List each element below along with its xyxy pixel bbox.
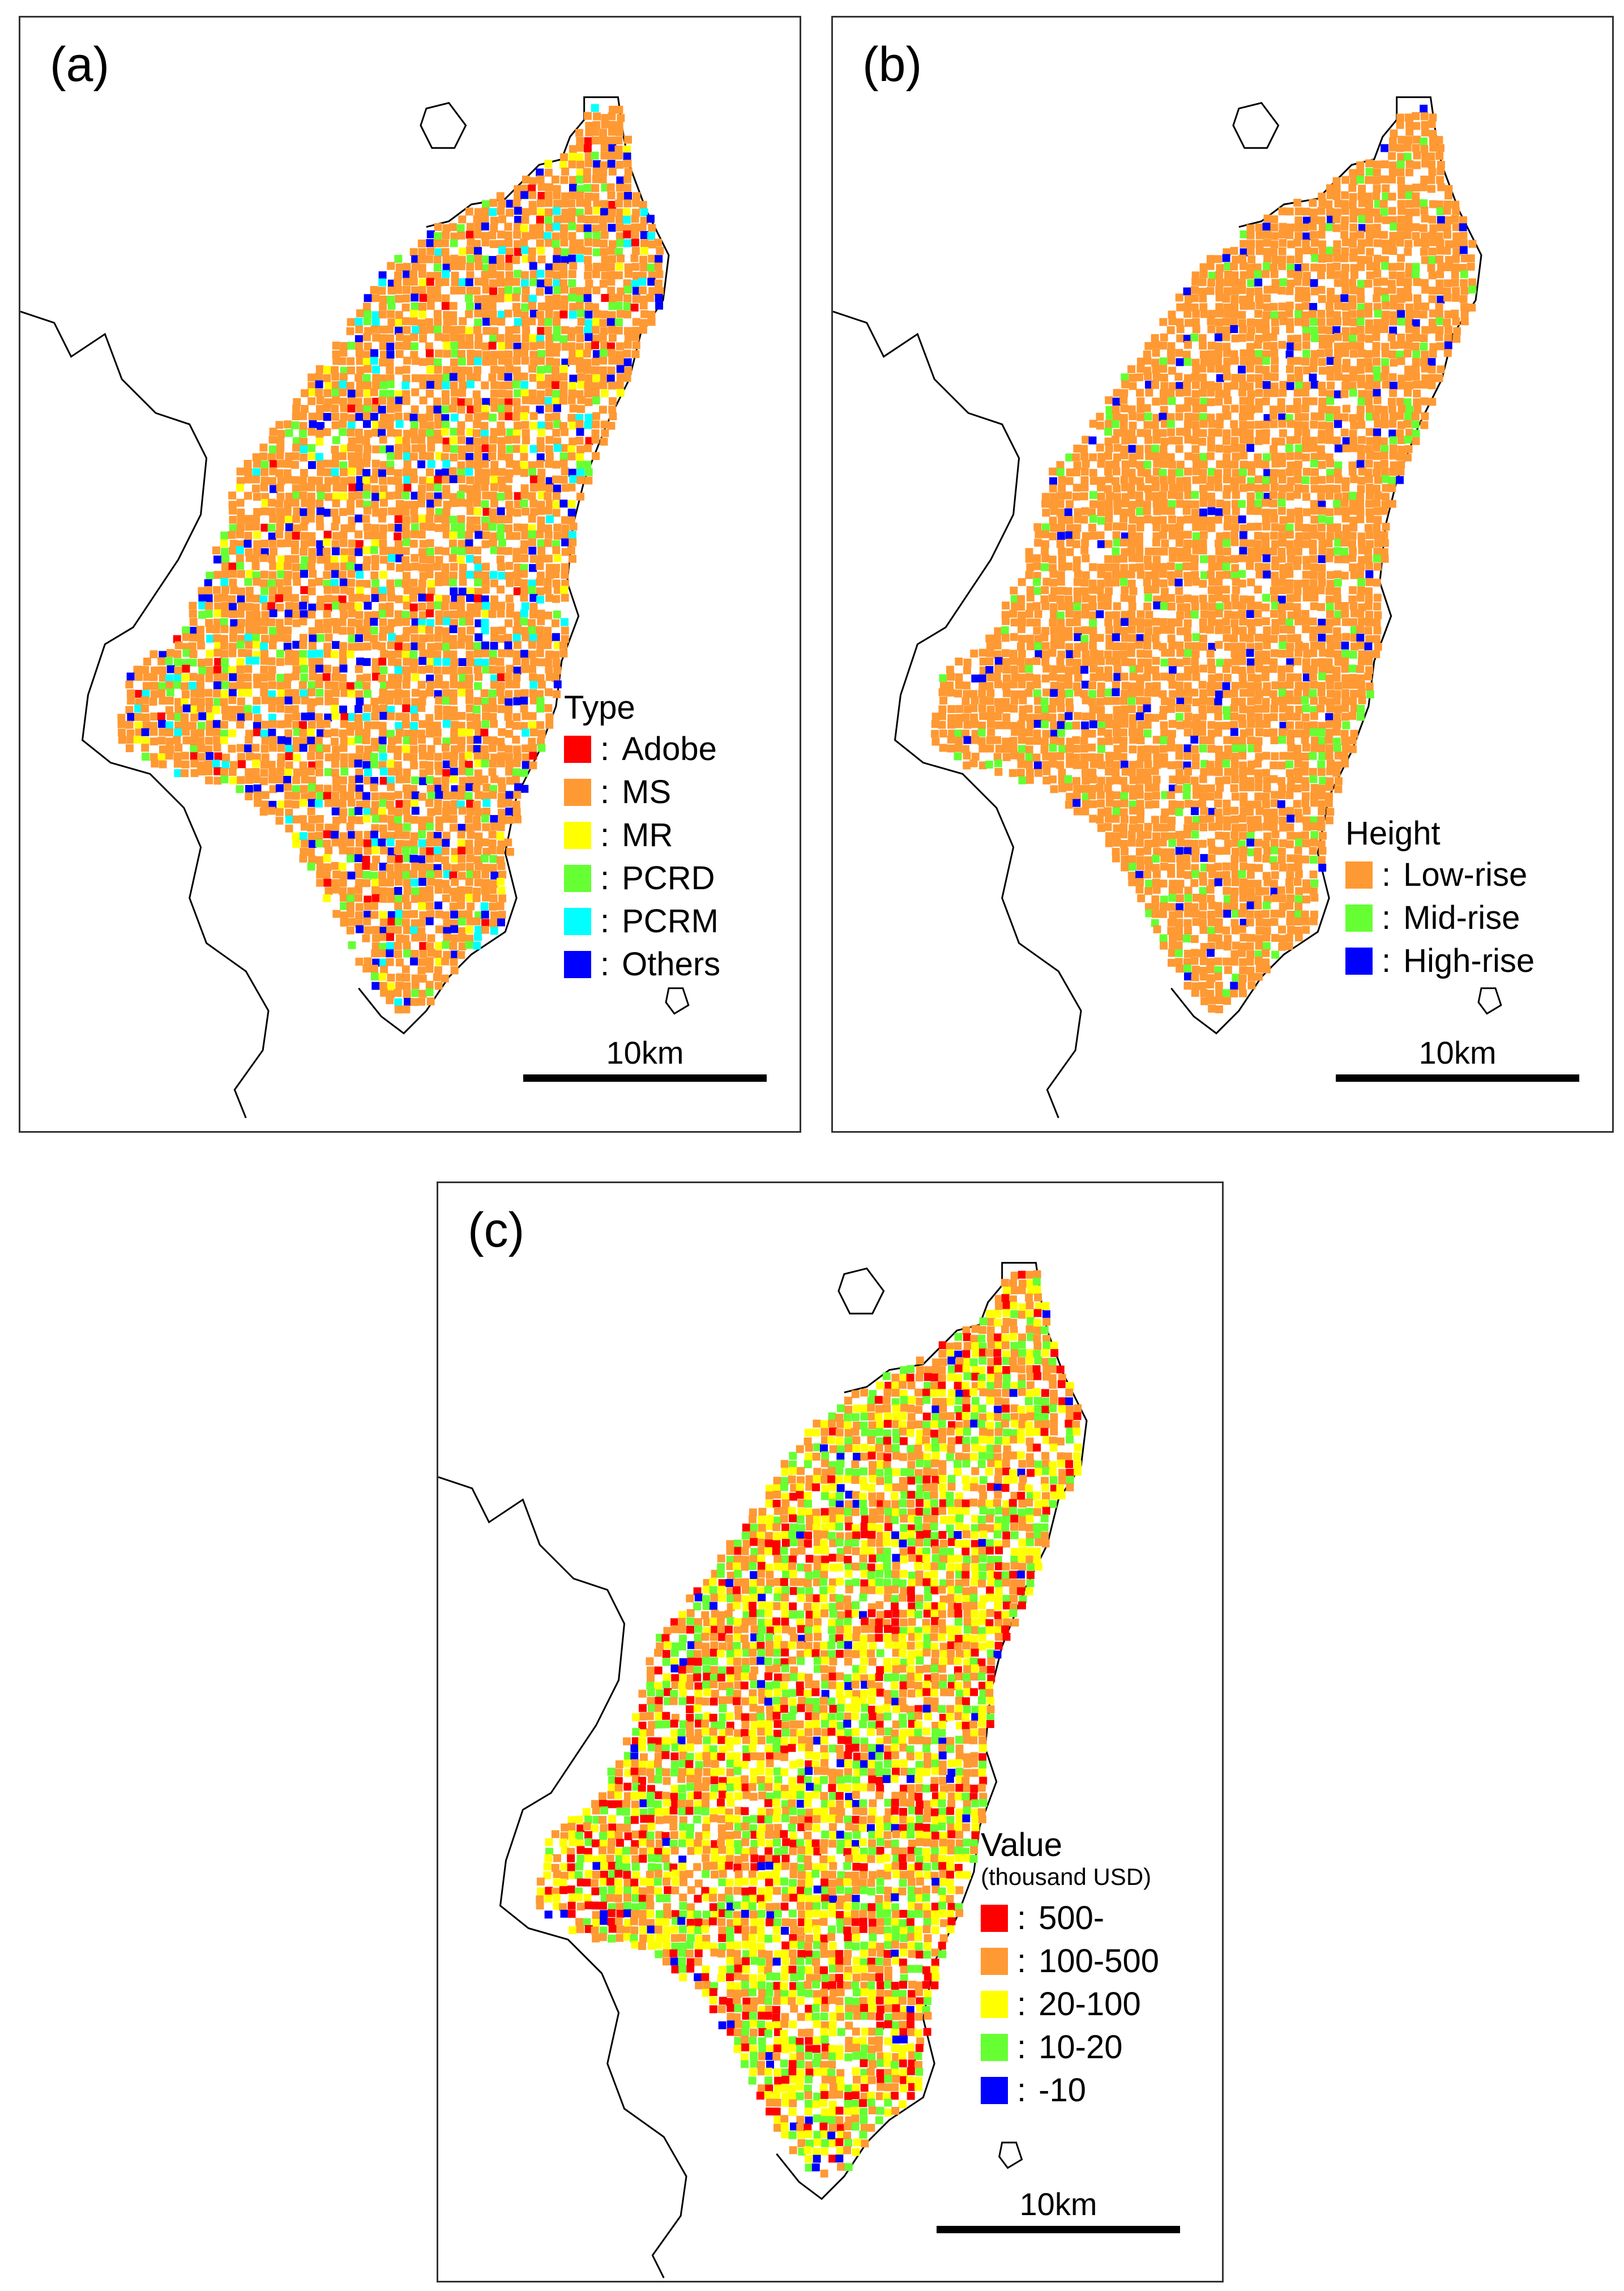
building-points xyxy=(536,1270,1082,2178)
legend-label: -10 xyxy=(1038,2072,1086,2109)
legend-label: PCRM xyxy=(622,903,719,940)
legend-swatch xyxy=(981,1991,1008,2018)
boundary-outline xyxy=(837,1267,885,1315)
legend-item: : Adobe xyxy=(564,728,720,771)
panel-label: (c) xyxy=(468,1203,525,1257)
legend-colon: : xyxy=(600,946,610,983)
scale-line xyxy=(1336,1074,1579,1082)
legend-item: : PCRM xyxy=(564,900,720,943)
legend-item: : PCRD xyxy=(564,857,720,900)
legend-colon: : xyxy=(1017,1986,1027,2023)
legend-colon: : xyxy=(1017,1943,1027,1979)
legend-swatch xyxy=(564,779,591,806)
map-panel-a: (a) Type : Adobe: MS: MR: PCRD: PCRM: Others 1… xyxy=(19,16,801,1133)
legend-swatch xyxy=(981,1948,1008,1975)
legend-colon: : xyxy=(600,903,610,940)
legend-label: Adobe xyxy=(622,731,717,767)
boundary-outline xyxy=(998,2141,1023,2169)
legend-label: Mid-rise xyxy=(1403,899,1520,936)
legend: Value (thousand USD) :500-:100-500:20-10… xyxy=(981,1829,1159,2112)
legend-subtitle: (thousand USD) xyxy=(981,1863,1152,1890)
legend-item: :100-500 xyxy=(981,1940,1159,1983)
legend-item: :20-100 xyxy=(981,1983,1159,2026)
legend-title: Type xyxy=(564,689,635,726)
legend-colon: : xyxy=(1017,2029,1027,2066)
legend-colon: : xyxy=(1382,856,1391,893)
legend-swatch xyxy=(564,865,591,892)
scale-line xyxy=(523,1074,767,1082)
legend: Type : Adobe: MS: MR: PCRD: PCRM: Others xyxy=(564,692,720,986)
legend-item: :10-20 xyxy=(981,2026,1159,2069)
legend-swatch xyxy=(981,2034,1008,2061)
legend-label: MR xyxy=(622,817,673,854)
scale-label: 10km xyxy=(1019,2186,1097,2222)
scale-bar: 10km xyxy=(937,2186,1180,2233)
legend-swatch xyxy=(1345,948,1373,975)
legend-item: : Low-rise xyxy=(1345,854,1535,897)
legend-label: 100-500 xyxy=(1038,1943,1159,1979)
scale-bar: 10km xyxy=(523,1034,767,1082)
legend-swatch xyxy=(564,908,591,935)
building-points xyxy=(931,104,1477,1013)
boundary-outline xyxy=(833,310,1082,1119)
legend-swatch xyxy=(1345,861,1373,889)
legend-item: : Mid-rise xyxy=(1345,897,1535,940)
legend-colon: : xyxy=(1382,899,1391,936)
legend-item: : MS xyxy=(564,771,720,814)
legend-label: PCRD xyxy=(622,860,715,897)
legend-swatch xyxy=(1345,905,1373,932)
legend-item: : -10 xyxy=(981,2069,1159,2112)
building-points xyxy=(117,104,664,1014)
legend-label: MS xyxy=(622,774,672,810)
map-c xyxy=(438,1262,1088,2279)
legend-colon: : xyxy=(600,817,610,854)
legend-item: : Others xyxy=(564,943,720,986)
legend-item: : MR xyxy=(564,814,720,857)
panel-label: (a) xyxy=(50,37,110,92)
map-panel-b: (b) Height : Low-rise: Mid-rise: High-rise … xyxy=(831,16,1614,1133)
scale-bar: 10km xyxy=(1336,1034,1579,1082)
scale-line xyxy=(937,2226,1180,2233)
legend-colon: : xyxy=(600,731,610,767)
legend-colon: : xyxy=(600,774,610,810)
legend: Height : Low-rise: Mid-rise: High-rise xyxy=(1345,817,1535,983)
boundary-outline xyxy=(1477,987,1502,1015)
legend-title: Value xyxy=(981,1827,1063,1863)
map-panel-c: (c) Value (thousand USD) :500-:100-500:2… xyxy=(437,1181,1224,2283)
boundary-outline xyxy=(1232,101,1280,149)
legend-colon: : xyxy=(600,860,610,897)
boundary-outline xyxy=(438,1476,687,2279)
legend-swatch xyxy=(981,2077,1008,2104)
scale-label: 10km xyxy=(1418,1035,1497,1070)
legend-label: Others xyxy=(622,946,721,983)
legend-item: : High-rise xyxy=(1345,940,1535,983)
scale-label: 10km xyxy=(606,1035,684,1070)
legend-item: :500- xyxy=(981,1897,1159,1940)
legend-colon: : xyxy=(1017,1900,1027,1936)
map-b xyxy=(833,96,1502,1119)
legend-swatch xyxy=(564,951,591,978)
legend-label: 500- xyxy=(1038,1900,1105,1936)
legend-label: 20-100 xyxy=(1038,1986,1141,2023)
legend-label: 10-20 xyxy=(1038,2029,1123,2066)
panel-label: (b) xyxy=(862,37,922,92)
legend-swatch xyxy=(564,822,591,849)
legend-colon: : xyxy=(1017,2072,1027,2109)
legend-swatch xyxy=(564,736,591,763)
boundary-outline xyxy=(665,987,690,1015)
map-a xyxy=(20,96,690,1119)
legend-swatch xyxy=(981,1905,1008,1932)
boundary-outline xyxy=(420,101,467,149)
legend-colon: : xyxy=(1382,942,1391,979)
legend-label: Low-rise xyxy=(1403,856,1528,893)
boundary-outline xyxy=(20,310,270,1119)
legend-title: Height xyxy=(1345,815,1441,852)
legend-label: High-rise xyxy=(1403,942,1535,979)
